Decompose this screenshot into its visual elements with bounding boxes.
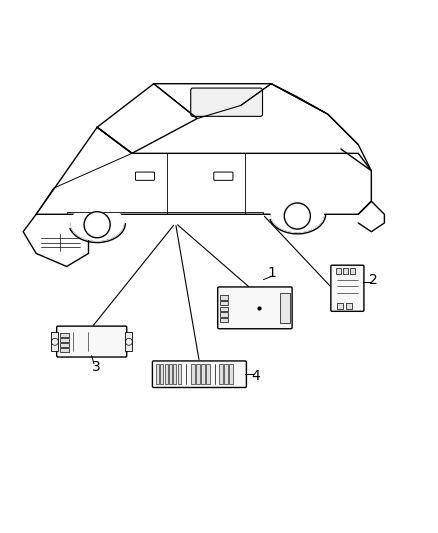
Ellipse shape (271, 197, 323, 232)
Bar (346, 303, 352, 309)
FancyBboxPatch shape (214, 172, 233, 180)
Text: 2: 2 (369, 272, 378, 287)
Bar (220, 318, 228, 322)
Bar (201, 365, 205, 384)
Bar (60, 338, 69, 342)
Bar (224, 365, 228, 384)
Text: 3: 3 (92, 360, 100, 374)
Bar (191, 365, 194, 384)
Text: 1: 1 (268, 266, 277, 280)
Bar (178, 365, 181, 384)
Bar (51, 332, 58, 351)
FancyBboxPatch shape (331, 265, 364, 311)
Bar (230, 365, 233, 384)
FancyBboxPatch shape (57, 326, 127, 357)
Ellipse shape (71, 206, 123, 240)
Bar (60, 349, 69, 352)
Bar (343, 268, 348, 274)
Bar (173, 365, 177, 384)
Bar (220, 312, 228, 317)
FancyBboxPatch shape (152, 361, 247, 387)
Bar (280, 293, 290, 323)
FancyBboxPatch shape (191, 88, 262, 116)
Bar (206, 365, 210, 384)
Bar (220, 295, 228, 300)
Bar (219, 365, 223, 384)
Bar (60, 343, 69, 347)
Bar (156, 365, 159, 384)
Bar (220, 301, 228, 305)
Circle shape (84, 212, 110, 238)
FancyBboxPatch shape (135, 172, 155, 180)
FancyBboxPatch shape (218, 287, 292, 329)
Bar (350, 268, 355, 274)
Bar (60, 333, 69, 336)
Bar (124, 332, 131, 351)
Bar (165, 365, 168, 384)
Bar (160, 365, 163, 384)
Bar (196, 365, 200, 384)
Bar (336, 268, 341, 274)
Circle shape (284, 203, 311, 229)
Text: 4: 4 (251, 369, 260, 383)
Bar (220, 306, 228, 311)
Bar (169, 365, 172, 384)
Bar (337, 303, 343, 309)
